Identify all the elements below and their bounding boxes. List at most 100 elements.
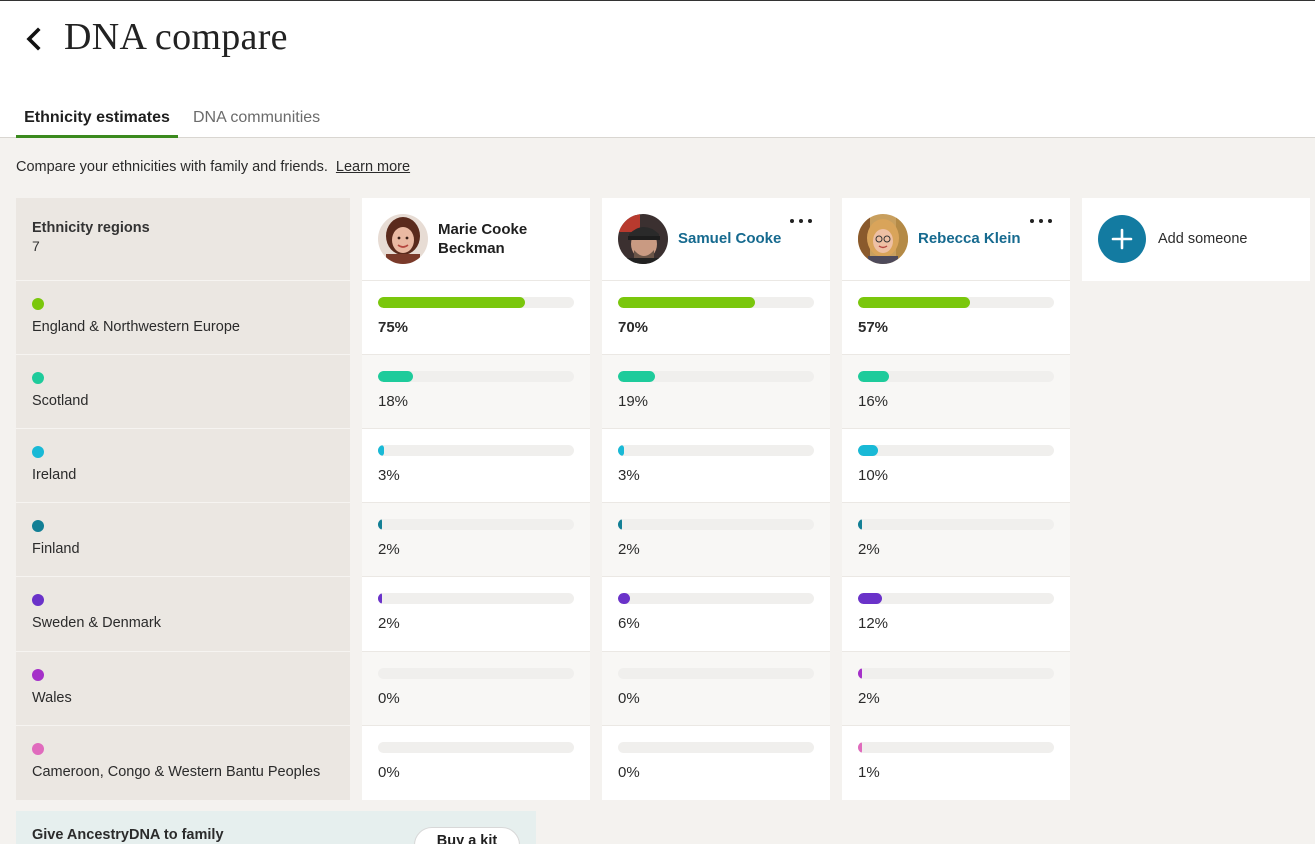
person-name-link[interactable]: Samuel Cooke [678, 230, 782, 247]
ethnicity-bar-track [378, 371, 574, 382]
ethnicity-bar-track [858, 297, 1054, 308]
person-header: Marie Cooke Beckman [362, 198, 590, 281]
intro-text: Compare your ethnicities with family and… [16, 159, 410, 175]
ethnicity-cell: 0% [602, 726, 830, 800]
tab-dna-communities[interactable]: DNA communities [193, 109, 321, 126]
regions-count: 7 [32, 238, 40, 254]
ethnicity-percent: 0% [618, 690, 640, 707]
ethnicity-percent: 2% [378, 541, 400, 558]
person-name-line1: Marie Cooke [438, 221, 528, 238]
region-name: Cameroon, Congo & Western Bantu Peoples [32, 764, 321, 780]
plus-icon [1111, 228, 1133, 250]
ethnicity-percent: 6% [618, 615, 640, 632]
more-options-button[interactable] [790, 214, 812, 228]
person-column-samuel: Samuel Cooke 70% 19% 3% 2% 6% 0% 0% [602, 198, 830, 800]
ethnicity-cell: 2% [362, 503, 590, 577]
ethnicity-percent: 2% [858, 541, 880, 558]
ethnicity-cell: 18% [362, 355, 590, 429]
ethnicity-cell: 6% [602, 577, 830, 652]
ethnicity-cell: 1% [842, 726, 1070, 800]
avatar[interactable] [858, 214, 908, 264]
page-header: DNA compare Ethnicity estimates DNA comm… [0, 1, 1315, 138]
ethnicity-bar-track [618, 445, 814, 456]
region-row-sweden-denmark: Sweden & Denmark [16, 577, 350, 652]
region-row-wales: Wales [16, 652, 350, 726]
person-name-link[interactable]: Rebecca Klein [918, 230, 1021, 247]
ethnicity-bar-track [618, 519, 814, 530]
regions-header: Ethnicity regions 7 [16, 198, 350, 281]
ethnicity-bar-track [858, 371, 1054, 382]
back-button[interactable] [20, 25, 48, 53]
region-row-cameroon-congo: Cameroon, Congo & Western Bantu Peoples [16, 726, 350, 800]
ethnicity-percent: 3% [618, 467, 640, 484]
person-name-line2: Beckman [438, 240, 505, 257]
ethnicity-bar-fill [618, 445, 624, 456]
promo-text: Give AncestryDNA to family [32, 827, 224, 843]
ethnicity-cell: 70% [602, 281, 830, 355]
ethnicity-regions-column: Ethnicity regions 7 England & Northweste… [16, 198, 350, 800]
ethnicity-bar-fill [858, 371, 889, 382]
ethnicity-percent: 2% [378, 615, 400, 632]
region-color-dot [32, 743, 44, 755]
ethnicity-percent: 19% [618, 393, 649, 410]
ethnicity-percent: 0% [378, 764, 400, 781]
buy-a-kit-button[interactable]: Buy a kit [414, 827, 520, 844]
region-color-dot [32, 372, 44, 384]
ethnicity-bar-track [378, 297, 574, 308]
avatar [378, 214, 428, 264]
ethnicity-cell: 2% [602, 503, 830, 577]
ethnicity-percent: 0% [618, 764, 640, 781]
chevron-left-icon [26, 27, 41, 51]
ethnicity-bar-track [618, 742, 814, 753]
ethnicity-bar-fill [858, 445, 878, 456]
ethnicity-bar-track [858, 445, 1054, 456]
ethnicity-bar-fill [618, 371, 655, 382]
intro-description: Compare your ethnicities with family and… [16, 159, 328, 175]
more-horizontal-icon-dot [1030, 219, 1034, 223]
ethnicity-bar-track [858, 593, 1054, 604]
person-column-self: Marie Cooke Beckman 75% 18% 3% 2% 2% 0% … [362, 198, 590, 800]
ethnicity-bar-track [378, 668, 574, 679]
ethnicity-bar-fill [378, 371, 413, 382]
person-column-rebecca: Rebecca Klein 57% 16% 10% 2% 12% 2% 1% [842, 198, 1070, 800]
person-name: Marie Cooke Beckman [438, 220, 578, 258]
avatar[interactable] [618, 214, 668, 264]
page-title: DNA compare [64, 16, 288, 58]
top-border [0, 0, 1315, 1]
more-horizontal-icon-dot [790, 219, 794, 223]
more-horizontal-icon-dot [808, 219, 812, 223]
ethnicity-bar-fill [858, 668, 862, 679]
ethnicity-cell: 0% [362, 652, 590, 726]
ethnicity-bar-track [378, 445, 574, 456]
ethnicity-cell: 19% [602, 355, 830, 429]
ethnicity-cell: 57% [842, 281, 1070, 355]
tab-ethnicity-estimates[interactable]: Ethnicity estimates [16, 109, 178, 138]
add-someone-button[interactable]: Add someone [1082, 198, 1310, 281]
ethnicity-bar-fill [378, 593, 382, 604]
region-color-dot [32, 446, 44, 458]
regions-header-title: Ethnicity regions [32, 220, 150, 236]
ethnicity-bar-fill [378, 297, 525, 308]
ethnicity-bar-fill [618, 297, 755, 308]
learn-more-link[interactable]: Learn more [335, 159, 411, 175]
more-options-button[interactable] [1030, 214, 1052, 228]
region-row-england: England & Northwestern Europe [16, 281, 350, 355]
ethnicity-percent: 2% [618, 541, 640, 558]
region-color-dot [32, 298, 44, 310]
region-row-finland: Finland [16, 503, 350, 577]
ethnicity-percent: 16% [858, 393, 889, 410]
ethnicity-percent: 1% [858, 764, 880, 781]
region-row-ireland: Ireland [16, 429, 350, 503]
region-name: Wales [32, 690, 72, 706]
ethnicity-percent: 0% [378, 690, 400, 707]
add-circle [1098, 215, 1146, 263]
ethnicity-percent: 12% [858, 615, 889, 632]
region-name: Finland [32, 541, 80, 557]
region-color-dot [32, 594, 44, 606]
ethnicity-bar-track [378, 519, 574, 530]
ethnicity-cell: 0% [362, 726, 590, 800]
ethnicity-cell: 12% [842, 577, 1070, 652]
region-color-dot [32, 669, 44, 681]
ethnicity-cell: 0% [602, 652, 830, 726]
ethnicity-bar-track [618, 593, 814, 604]
